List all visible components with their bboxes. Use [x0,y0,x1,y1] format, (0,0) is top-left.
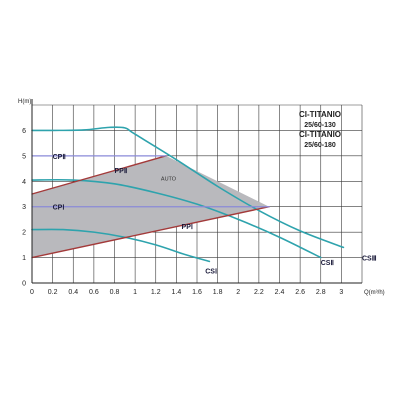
model-name-line: CI-TITANIO [299,110,341,119]
series-label: CPⅡ [53,153,66,161]
x-tick-label: 1.4 [172,289,182,296]
model-name-line: 25/60-130 [304,122,336,129]
x-tick-label: 2.2 [254,289,264,296]
x-tick-label: 2.4 [275,289,285,296]
series-label: AUTO [161,176,177,182]
x-tick-label: 0.4 [68,289,78,296]
y-axis-label: H(m) [18,99,31,105]
x-tick-label: 1.2 [151,289,161,296]
x-tick-label: 1 [133,289,137,296]
axes: 0 0.2 0.4 0.6 0.8 1 1.2 1.4 1.6 1.8 2 2.2 2.4 2.6 2.8 3… [18,99,385,296]
x-tick-label: 1.6 [192,289,202,296]
y-tick-label: 0 [22,281,26,288]
x-tick-label: 3 [339,289,343,296]
y-tick-label: 5 [22,153,26,160]
x-tick-label: 2.8 [316,289,326,296]
model-name-line: 25/60-180 [304,142,336,149]
x-tick-label: 0.2 [48,289,58,296]
series-line [31,126,345,249]
series-label: CSⅠ [205,267,217,275]
x-tick-label: 2.6 [295,289,305,296]
model-name-line: CI-TITANIO [299,130,341,139]
annotation-layer: CPⅡ PPⅡ AUTO CPⅠ PPⅠ CSⅠ CSⅡ CSⅢ [53,153,377,275]
y-tick-label: 6 [22,128,26,135]
y-tick-label: 3 [22,204,26,211]
x-tick-label: 0.8 [110,289,120,296]
series-layer [31,126,345,263]
series-label: CPⅠ [53,204,65,212]
x-tick-label: 0.6 [89,289,99,296]
x-tick-label: 2 [236,289,240,296]
y-tick-label: 4 [22,179,26,186]
series-label: PPⅡ [115,167,128,175]
y-tick-label: 2 [22,230,26,237]
series-line [31,178,322,259]
series-line [31,206,270,259]
x-axis-label: Q(m³/h) [364,290,385,296]
x-tick-label: 1.8 [213,289,223,296]
series-label: CSⅢ [362,255,377,263]
x-tick-label: 0 [30,289,34,296]
series-label: PPⅠ [182,223,193,231]
y-tick-label: 1 [22,255,26,262]
series-line [31,155,167,195]
series-label: CSⅡ [321,259,334,267]
